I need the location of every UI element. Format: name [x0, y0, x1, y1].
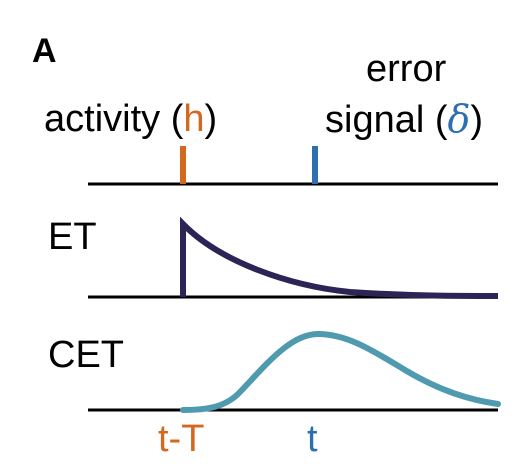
error-label-prefix: signal (	[325, 99, 448, 141]
activity-label: activity (h)	[44, 100, 217, 138]
error-symbol: δ	[447, 97, 471, 141]
tick-label-t: t	[307, 418, 318, 460]
activity-symbol: h	[183, 98, 205, 140]
activity-label-prefix: activity (	[44, 98, 184, 140]
tick-label-t-minus-T: t-T	[158, 418, 205, 460]
cet-row-label: CET	[48, 334, 124, 376]
error-label-line1: error	[366, 48, 447, 90]
error-label-suffix: )	[470, 99, 484, 141]
et-row-label: ET	[48, 216, 97, 258]
activity-label-suffix: )	[204, 98, 218, 140]
panel-label: A	[32, 32, 57, 70]
cet-curve	[180, 330, 501, 413]
et-curve	[180, 216, 499, 299]
error-label-line2: signal (δ)	[325, 100, 483, 139]
